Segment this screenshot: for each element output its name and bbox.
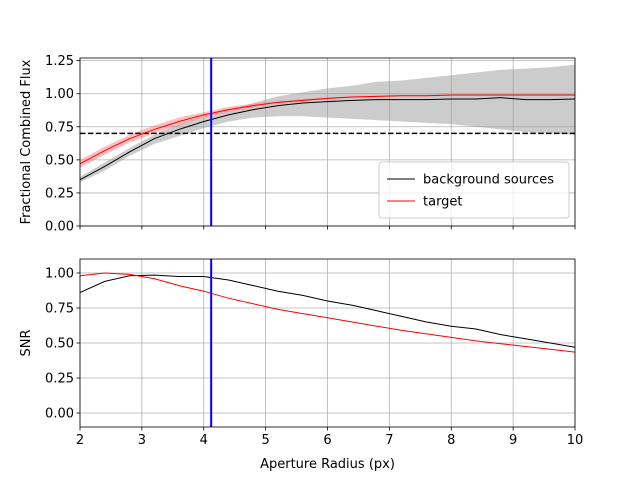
y-tick-label: 0.50 [45,153,74,168]
y-axis-label: SNR [19,329,34,356]
x-tick-label: 4 [200,433,208,448]
y-tick-label: 1.00 [45,87,74,102]
data-line [80,272,575,353]
x-tick-label: 8 [447,433,455,448]
x-tick-label: 3 [138,433,146,448]
data-line [80,274,575,348]
band [80,64,575,183]
x-tick-label: 6 [323,433,331,448]
y-tick-label: 0.75 [45,302,74,317]
y-axis-label: Fractional Combined Flux [19,59,34,224]
x-tick-label: 7 [385,433,393,448]
legend-label: target [423,195,463,210]
legend-label: background sources [423,173,554,188]
x-tick-label: 9 [509,433,517,448]
y-tick-label: 0.00 [45,220,74,235]
legend-box [378,161,570,219]
data-line [80,94,575,165]
y-tick-label: 0.25 [45,372,74,387]
y-tick-label: 1.00 [45,267,74,282]
x-tick-label: 2 [76,433,84,448]
y-tick-label: 0.50 [45,337,74,352]
x-axis-label: Aperture Radius (px) [260,457,395,472]
y-tick-label: 0.75 [45,120,74,135]
y-tick-label: 0.00 [45,407,74,422]
y-tick-label: 0.25 [45,186,74,201]
y-tick-label: 1.25 [45,54,74,69]
x-tick-label: 5 [261,433,269,448]
band [80,94,575,168]
data-line [80,97,575,181]
x-tick-label: 10 [567,433,584,448]
